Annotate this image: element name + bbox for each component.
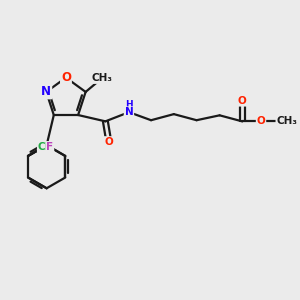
- Text: O: O: [104, 137, 113, 147]
- Text: CH₃: CH₃: [92, 73, 112, 83]
- Text: N: N: [124, 107, 133, 117]
- Text: O: O: [238, 96, 247, 106]
- Text: CH₃: CH₃: [276, 116, 297, 126]
- Text: O: O: [256, 116, 266, 126]
- Text: H: H: [125, 100, 133, 109]
- Text: Cl: Cl: [38, 142, 49, 152]
- Text: O: O: [61, 71, 71, 84]
- Text: F: F: [46, 142, 53, 152]
- Text: N: N: [41, 85, 51, 98]
